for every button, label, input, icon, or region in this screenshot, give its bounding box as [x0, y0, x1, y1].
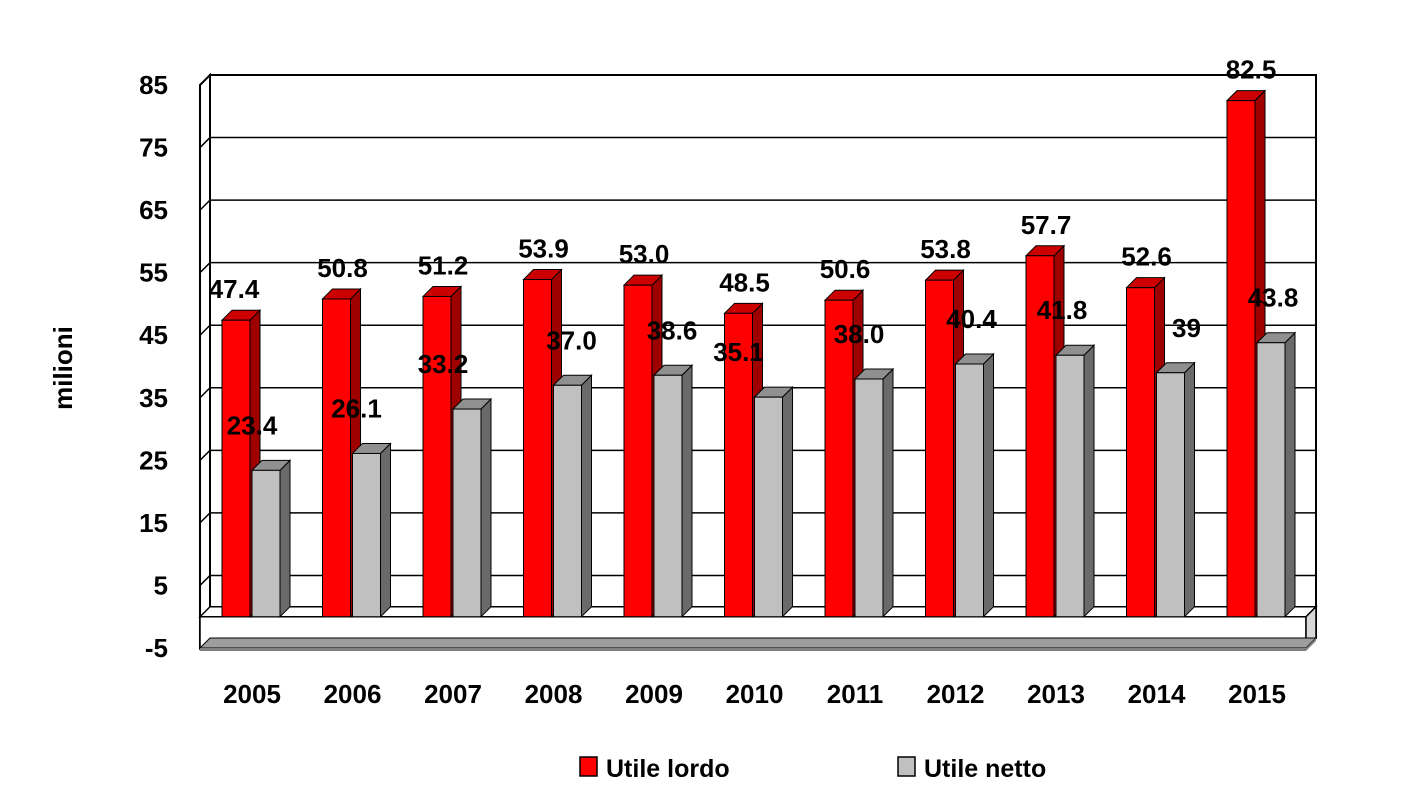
x-tick-label: 2006 — [324, 679, 382, 709]
bar — [1156, 372, 1185, 618]
bar — [1126, 287, 1155, 618]
bar-side — [681, 364, 693, 618]
data-labels: 47.4 23.4 50.8 26.1 51.2 33.2 53.9 37.0 53.0 38.6… — [209, 55, 1299, 441]
data-label: 37.0 — [546, 325, 597, 355]
bar — [322, 298, 351, 618]
gridline — [199, 136, 1316, 149]
y-tick-label: 25 — [139, 445, 168, 475]
bar — [1256, 342, 1286, 618]
legend-label: Utile netto — [924, 755, 1046, 783]
bar — [955, 363, 984, 618]
bar — [854, 378, 884, 618]
y-tick-labels: 85 75 65 55 45 35 25 15 5 -5 — [139, 70, 168, 663]
data-label: 50.6 — [820, 254, 871, 284]
data-label: 48.5 — [719, 267, 770, 297]
bar — [452, 408, 482, 618]
bar-side — [782, 385, 793, 618]
data-label: 35.1 — [713, 337, 764, 367]
data-label: 82.5 — [1226, 55, 1277, 85]
data-label: 53.8 — [920, 234, 971, 264]
data-label: 53.9 — [518, 234, 569, 264]
floor-edge — [200, 638, 1316, 651]
x-tick-label: 2010 — [726, 679, 784, 709]
bar — [1226, 100, 1256, 618]
plot-side-wall — [199, 72, 211, 651]
bar-side — [1083, 344, 1095, 618]
x-tick-label: 2013 — [1027, 679, 1085, 709]
legend-label: Utile lordo — [606, 755, 730, 783]
bar-side — [882, 367, 894, 618]
y-tick-label: 75 — [139, 133, 168, 163]
gridline — [199, 199, 1316, 211]
y-tick-label: 35 — [139, 383, 168, 413]
x-tick-label: 2015 — [1228, 679, 1286, 709]
bar — [221, 319, 251, 618]
y-tick-label: 45 — [139, 320, 168, 350]
legend-swatch — [579, 756, 598, 777]
legend-swatch — [897, 756, 916, 777]
bar — [1025, 255, 1055, 618]
bar — [1055, 354, 1085, 618]
bar — [925, 279, 954, 618]
data-label: 41.8 — [1037, 295, 1088, 325]
y-tick-label: 55 — [139, 258, 168, 288]
bar — [251, 469, 281, 618]
data-label: 23.4 — [227, 410, 278, 440]
data-label: 40.4 — [946, 304, 997, 334]
gridline — [199, 74, 1316, 86]
x-tick-label: 2012 — [927, 679, 985, 709]
data-label: 43.8 — [1248, 283, 1299, 313]
bar-side — [581, 374, 592, 618]
x-tick-label: 2007 — [424, 679, 482, 709]
y-axis-label: milioni — [48, 326, 78, 410]
bar-side — [1184, 361, 1195, 618]
y-tick-label: 5 — [154, 570, 168, 600]
y-tick-label: 85 — [139, 70, 168, 100]
data-label: 53.0 — [619, 239, 670, 269]
gridline — [199, 261, 1316, 274]
bar-side — [983, 352, 994, 618]
data-label: 38.6 — [647, 315, 698, 345]
x-tick-labels: 2005 2006 2007 2008 2009 2010 2011 2012 2013 2014… — [223, 679, 1286, 709]
data-label: 51.2 — [418, 250, 469, 280]
y-tick-label: 15 — [139, 508, 168, 538]
bars — [220, 89, 1297, 618]
bar-side — [480, 397, 492, 618]
bar-side — [279, 459, 291, 618]
bar — [754, 396, 783, 618]
bar — [824, 299, 854, 618]
data-label: 50.8 — [317, 253, 368, 283]
data-label: 33.2 — [418, 349, 469, 379]
x-tick-label: 2008 — [525, 679, 583, 709]
legend: Utile lordo Utile netto — [579, 755, 1046, 783]
data-label: 39 — [1172, 313, 1201, 343]
bar — [422, 295, 452, 618]
bar — [724, 312, 753, 618]
bar-side — [1284, 331, 1296, 618]
x-tick-label: 2014 — [1128, 679, 1186, 709]
bar — [523, 279, 552, 618]
bar — [653, 374, 683, 618]
bar — [553, 384, 582, 618]
data-label: 26.1 — [331, 393, 382, 423]
floor-bottom — [198, 637, 1318, 649]
x-tick-label: 2011 — [827, 679, 883, 709]
y-tick-label: 65 — [139, 195, 168, 225]
x-tick-label: 2005 — [223, 679, 281, 709]
data-label: 38.0 — [834, 319, 885, 349]
data-label: 52.6 — [1121, 242, 1172, 272]
bar — [623, 284, 653, 618]
y-tick-label: -5 — [145, 633, 168, 663]
bar-side — [380, 442, 391, 618]
x-tick-label: 2009 — [625, 679, 683, 709]
data-label: 47.4 — [209, 274, 260, 304]
data-label: 57.7 — [1021, 210, 1072, 240]
bar — [352, 452, 381, 618]
